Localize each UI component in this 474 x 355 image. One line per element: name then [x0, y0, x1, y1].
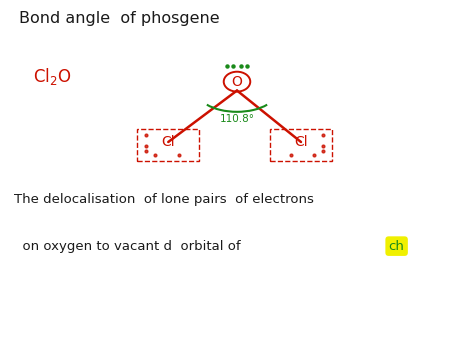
Text: ch: ch — [389, 240, 404, 253]
Text: O: O — [232, 75, 242, 89]
Text: $\mathregular{Cl_2O}$: $\mathregular{Cl_2O}$ — [33, 66, 72, 87]
Bar — [137, 129, 199, 161]
Text: 110.8°: 110.8° — [219, 114, 255, 124]
Text: Cl: Cl — [294, 135, 308, 149]
Bar — [270, 129, 332, 161]
Text: The delocalisation  of lone pairs  of electrons: The delocalisation of lone pairs of elec… — [14, 193, 314, 207]
Text: Cl: Cl — [162, 135, 175, 149]
Text: Bond angle  of phosgene: Bond angle of phosgene — [19, 11, 219, 26]
Text: on oxygen to vacant d  orbital of: on oxygen to vacant d orbital of — [14, 240, 249, 253]
